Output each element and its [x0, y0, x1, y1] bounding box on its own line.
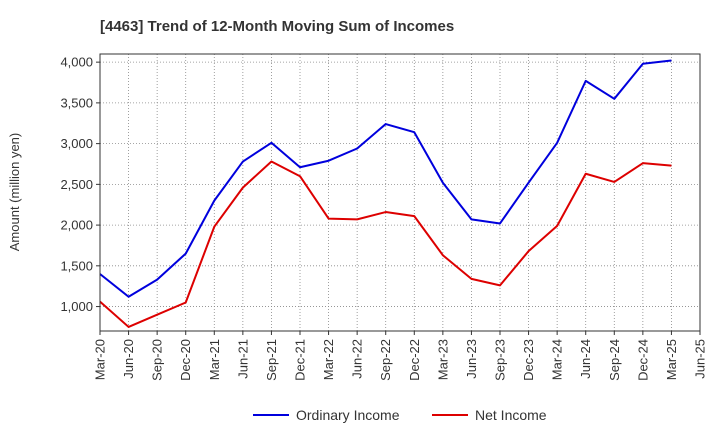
x-tick-label: Mar-24 — [550, 339, 565, 380]
x-tick-label: Dec-22 — [407, 339, 422, 381]
chart-title: [4463] Trend of 12-Month Moving Sum of I… — [100, 18, 454, 35]
y-axis: 1,000 1,500 2,000 2,500 3,000 3,500 4,000 — [60, 55, 100, 314]
y-tick-label: 1,500 — [60, 258, 93, 273]
x-tick-label: Jun-21 — [235, 339, 250, 379]
x-tick-label: Dec-23 — [521, 339, 536, 381]
legend-label-ordinary-income: Ordinary Income — [296, 407, 400, 423]
x-tick-label: Jun-24 — [578, 339, 593, 379]
x-tick-label: Mar-20 — [93, 339, 108, 380]
y-tick-label: 1,000 — [60, 299, 93, 314]
y-tick-label: 2,000 — [60, 218, 93, 233]
x-tick-label: Sep-22 — [378, 339, 393, 381]
legend-label-net-income: Net Income — [475, 407, 547, 423]
x-tick-label: Mar-23 — [435, 339, 450, 380]
y-tick-label: 4,000 — [60, 55, 93, 70]
x-tick-label: Sep-23 — [493, 339, 508, 381]
y-axis-label: Amount (million yen) — [7, 133, 22, 252]
x-tick-label: Jun-23 — [464, 339, 479, 379]
y-tick-label: 3,000 — [60, 136, 93, 151]
y-tick-label: 3,500 — [60, 95, 93, 110]
x-tick-label: Sep-20 — [150, 339, 165, 381]
y-tick-label: 2,500 — [60, 177, 93, 192]
x-tick-label: Jun-25 — [693, 339, 708, 379]
x-tick-label: Dec-20 — [178, 339, 193, 381]
plot-area — [100, 54, 700, 331]
series-line-net-income — [99, 160, 672, 328]
x-tick-label: Dec-21 — [293, 339, 308, 381]
x-tick-label: Mar-21 — [207, 339, 222, 380]
x-tick-label: Sep-24 — [607, 339, 622, 381]
x-tick-label: Dec-24 — [635, 339, 650, 381]
plot-frame — [99, 53, 701, 332]
x-tick-label: Mar-25 — [664, 339, 679, 380]
x-tick-label: Sep-21 — [264, 339, 279, 381]
x-axis: Mar-20 Jun-20 Sep-20 Dec-20 Mar-21 Jun-21 Sep-… — [93, 331, 708, 381]
x-tick-label: Jun-22 — [350, 339, 365, 379]
series-line-ordinary-income — [99, 59, 672, 298]
legend: Ordinary Income Net Income — [253, 407, 547, 423]
x-tick-label: Mar-22 — [321, 339, 336, 380]
x-tick-label: Jun-20 — [121, 339, 136, 379]
series-layer — [99, 59, 672, 328]
